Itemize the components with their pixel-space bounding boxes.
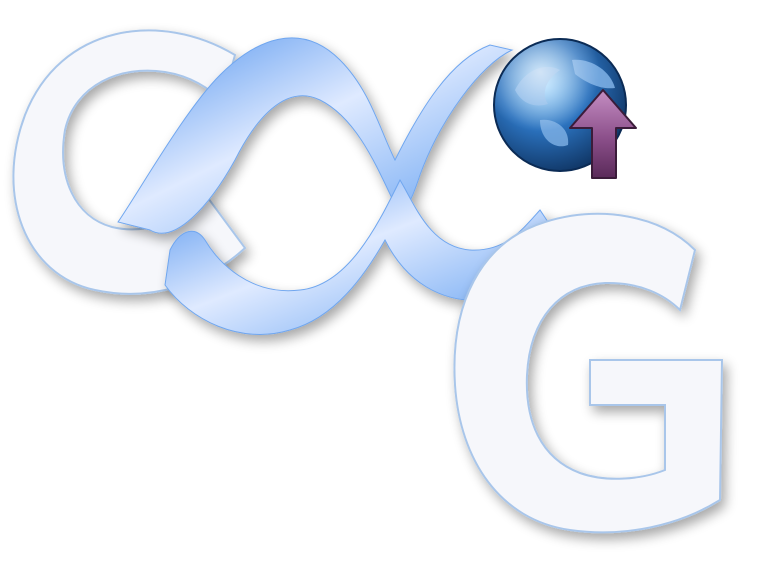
letter-g [453,212,724,534]
upload-arrow-icon [569,89,637,179]
proportional-symbol [117,37,561,335]
